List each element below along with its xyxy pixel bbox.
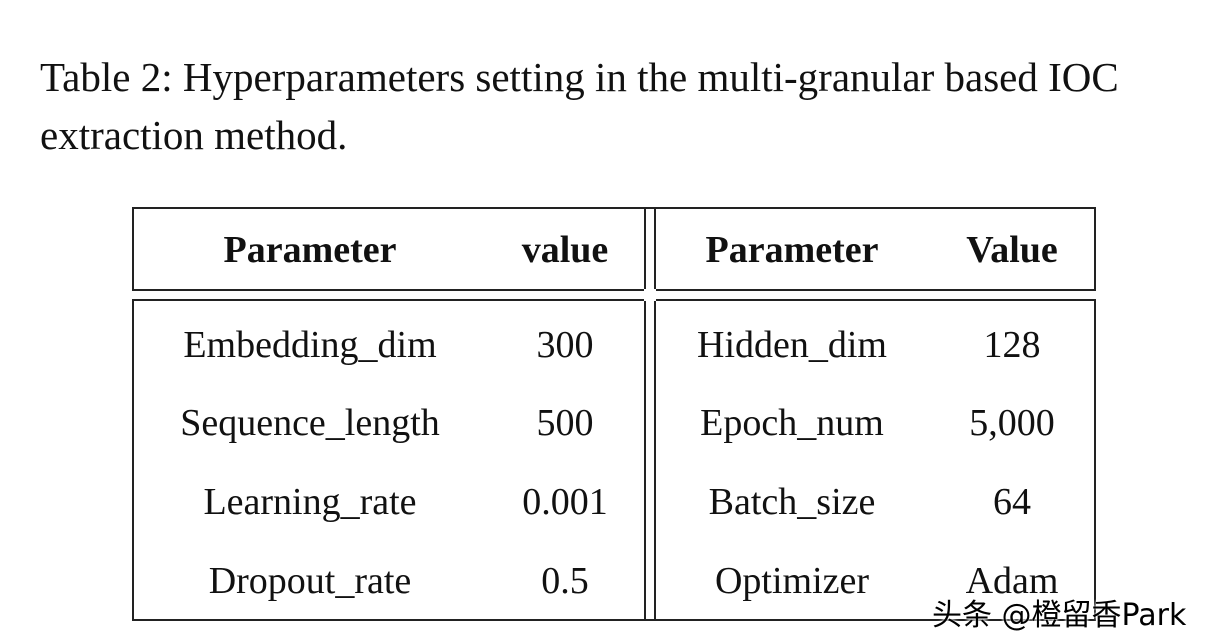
divider <box>654 207 656 621</box>
table-cell: 128 <box>983 324 1041 366</box>
table-cell: 0.5 <box>541 560 589 602</box>
table-cell: 5,000 <box>969 402 1055 444</box>
table-cell: Batch_size <box>708 481 876 523</box>
table-cell: 500 <box>536 402 594 444</box>
table-cell: Adam <box>965 560 1059 602</box>
table-cell: Hidden_dim <box>697 324 887 366</box>
header-box <box>132 207 1096 291</box>
table-cell: 0.001 <box>522 481 608 523</box>
table-cell: Embedding_dim <box>183 324 437 366</box>
header-cell: value <box>521 229 609 271</box>
table-cell: Epoch_num <box>700 402 884 444</box>
caption: Table 2: Hyperparameters setting in the … <box>40 54 1119 158</box>
gap <box>644 289 656 301</box>
header-cell: Parameter <box>223 229 397 271</box>
table-cell: Optimizer <box>714 560 870 602</box>
header-cell: Parameter <box>705 229 879 271</box>
table-cell: 300 <box>536 324 594 366</box>
watermark: 头条 @橙留香Park <box>932 598 1187 633</box>
table-cell: Dropout_rate <box>208 560 412 602</box>
table-cell: Learning_rate <box>203 481 417 523</box>
body-box <box>132 299 1096 621</box>
table-cell: Sequence_length <box>180 402 440 444</box>
header-cell: Value <box>966 229 1058 271</box>
divider <box>644 207 646 621</box>
table-cell: 64 <box>993 481 1031 523</box>
